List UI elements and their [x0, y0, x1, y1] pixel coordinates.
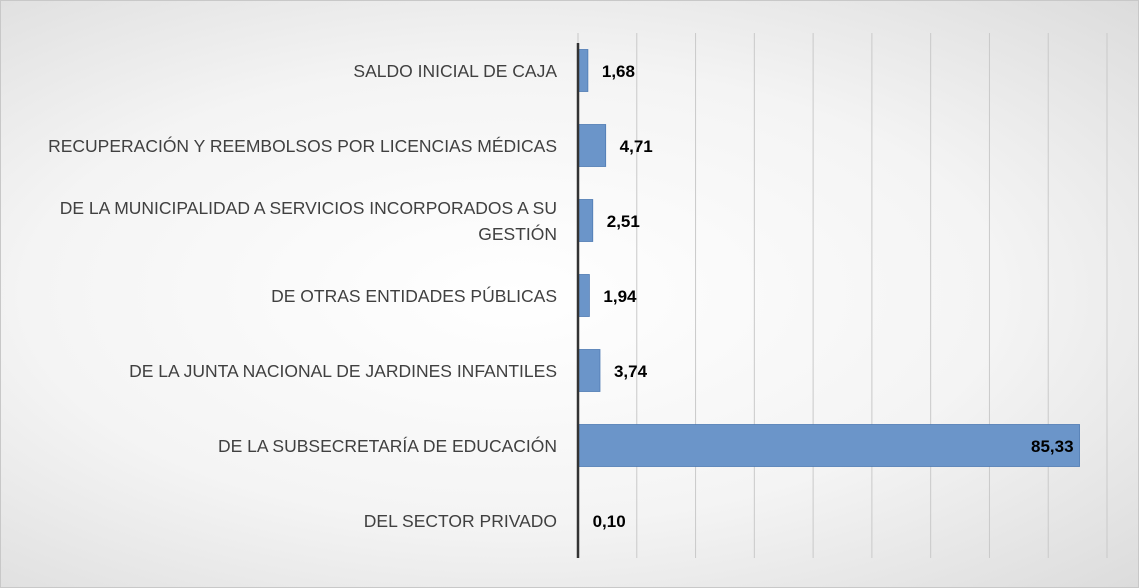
bar [577, 199, 594, 242]
value-label: 3,74 [614, 362, 648, 381]
bar [577, 424, 1080, 467]
bar [577, 349, 601, 392]
bar [577, 124, 607, 167]
category-label: DE OTRAS ENTIDADES PÚBLICAS [271, 285, 557, 306]
category-label: SALDO INICIAL DE CAJA [353, 60, 557, 81]
category-label: DE LA MUNICIPALIDAD A SERVICIOS INCORPOR… [59, 197, 557, 244]
category-label: DE LA JUNTA NACIONAL DE JARDINES INFANTI… [129, 360, 557, 381]
category-label: RECUPERACIÓN Y REEMBOLSOS POR LICENCIAS … [48, 135, 557, 156]
bar [577, 49, 589, 92]
value-label: 2,51 [607, 212, 640, 231]
value-label: 0,10 [593, 512, 626, 531]
value-label: 1,94 [603, 287, 637, 306]
value-label: 85,33 [1031, 437, 1074, 456]
value-label: 1,68 [602, 62, 635, 81]
category-label: DEL SECTOR PRIVADO [363, 510, 557, 531]
value-label: 4,71 [620, 137, 653, 156]
bar [577, 274, 590, 317]
category-label: DE LA SUBSECRETARÍA DE EDUCACIÓN [217, 435, 557, 456]
